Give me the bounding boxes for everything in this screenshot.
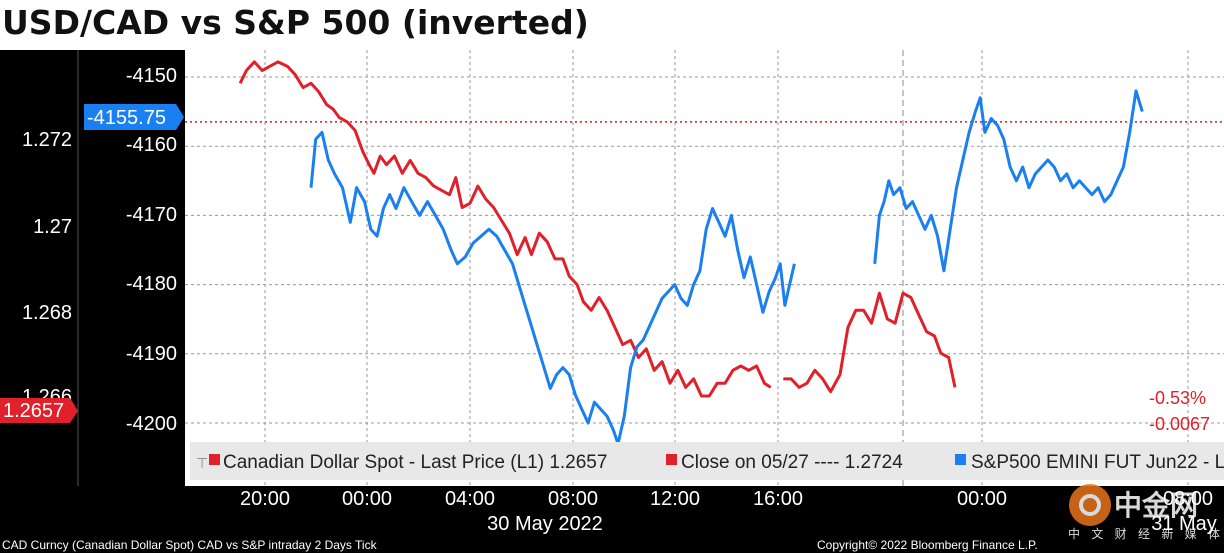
chart: 1.272 1.27 1.268 1.266 -4150 -4160 -4170… <box>0 50 1224 553</box>
x-axis: 20:00 00:00 04:00 08:00 12:00 16:00 00:0… <box>240 488 1217 535</box>
chart-title: USD/CAD vs S&P 500 (inverted) <box>2 3 589 42</box>
left-tick-label: 1.268 <box>22 302 72 324</box>
right-axis: -4150 -4160 -4170 -4180 -4190 -4200 <box>126 65 177 435</box>
x-tick-label: 08:00 <box>1163 488 1213 510</box>
legend-swatch-cad <box>209 454 220 465</box>
cad-series-line <box>238 60 772 398</box>
x-date-label: 30 May 2022 <box>487 513 603 535</box>
legend-label-close: Close on 05/27 ---- 1.2724 <box>681 452 903 473</box>
legend-handle-icon: ⊤ <box>196 455 208 471</box>
x-tick-label: 16:00 <box>753 488 803 510</box>
bottom-axis-panel <box>0 486 1224 553</box>
cad-current-tag: 1.2657 <box>0 398 78 423</box>
watermark-text: 中金网 <box>1114 489 1198 521</box>
legend-swatch-close <box>666 454 677 465</box>
right-tick-label: -4160 <box>126 134 177 156</box>
right-tick-label: -4180 <box>126 273 177 295</box>
sp500-current-value: -4155.75 <box>87 107 166 129</box>
legend: ⊤ Canadian Dollar Spot - Last Price (L1)… <box>190 442 1224 480</box>
sp500-current-tag: -4155.75 <box>84 104 184 130</box>
cad-current-value: 1.2657 <box>3 400 64 422</box>
watermark: 中金网 中 文 财 经 新 媒 体 <box>1068 484 1224 541</box>
title-bar: USD/CAD vs S&P 500 (inverted) <box>0 0 1224 50</box>
legend-background <box>190 442 1224 480</box>
x-tick-label: 00:00 <box>342 488 392 510</box>
left-tick-label: 1.27 <box>33 216 72 238</box>
watermark-logo-inner-icon <box>1079 494 1101 516</box>
end-label-pct: -0.53% <box>1149 388 1206 408</box>
watermark-logo-icon <box>1069 484 1111 526</box>
x-tick-label: 00:00 <box>957 488 1007 510</box>
x-tick-label: 12:00 <box>650 488 700 510</box>
series-layer <box>238 60 1144 446</box>
footer-copyright: Copyright© 2022 Bloomberg Finance L.P. <box>817 538 1038 552</box>
right-tick-label: -4150 <box>126 65 177 87</box>
sp500-series-line <box>873 89 1144 273</box>
grid <box>185 50 1224 486</box>
footer-source: CAD Curncy (Canadian Dollar Spot) CAD vs… <box>2 538 378 552</box>
sp500-series-line <box>309 130 796 446</box>
legend-label-cad: Canadian Dollar Spot - Last Price (L1) 1… <box>223 452 607 473</box>
right-axis-panel <box>78 50 185 553</box>
x-tick-label: 20:00 <box>240 488 290 510</box>
right-tick-label: -4170 <box>126 204 177 226</box>
legend-swatch-sp500 <box>955 454 966 465</box>
legend-label-sp500: S&P500 EMINI FUT Jun22 - L <box>971 452 1224 473</box>
right-tick-label: -4190 <box>126 343 177 365</box>
left-axis-panel <box>0 50 78 553</box>
watermark-subtext: 中 文 财 经 新 媒 体 <box>1068 526 1224 541</box>
end-label-abs: -0.0067 <box>1149 414 1210 434</box>
x-tick-label: 08:00 <box>548 488 598 510</box>
left-tick-label: 1.272 <box>22 129 72 151</box>
right-tick-label: -4200 <box>126 413 177 435</box>
x-date-label: 31 May <box>1151 513 1217 535</box>
cad-series-line <box>783 291 957 394</box>
plot-area <box>185 50 1224 486</box>
x-tick-label: 04:00 <box>445 488 495 510</box>
